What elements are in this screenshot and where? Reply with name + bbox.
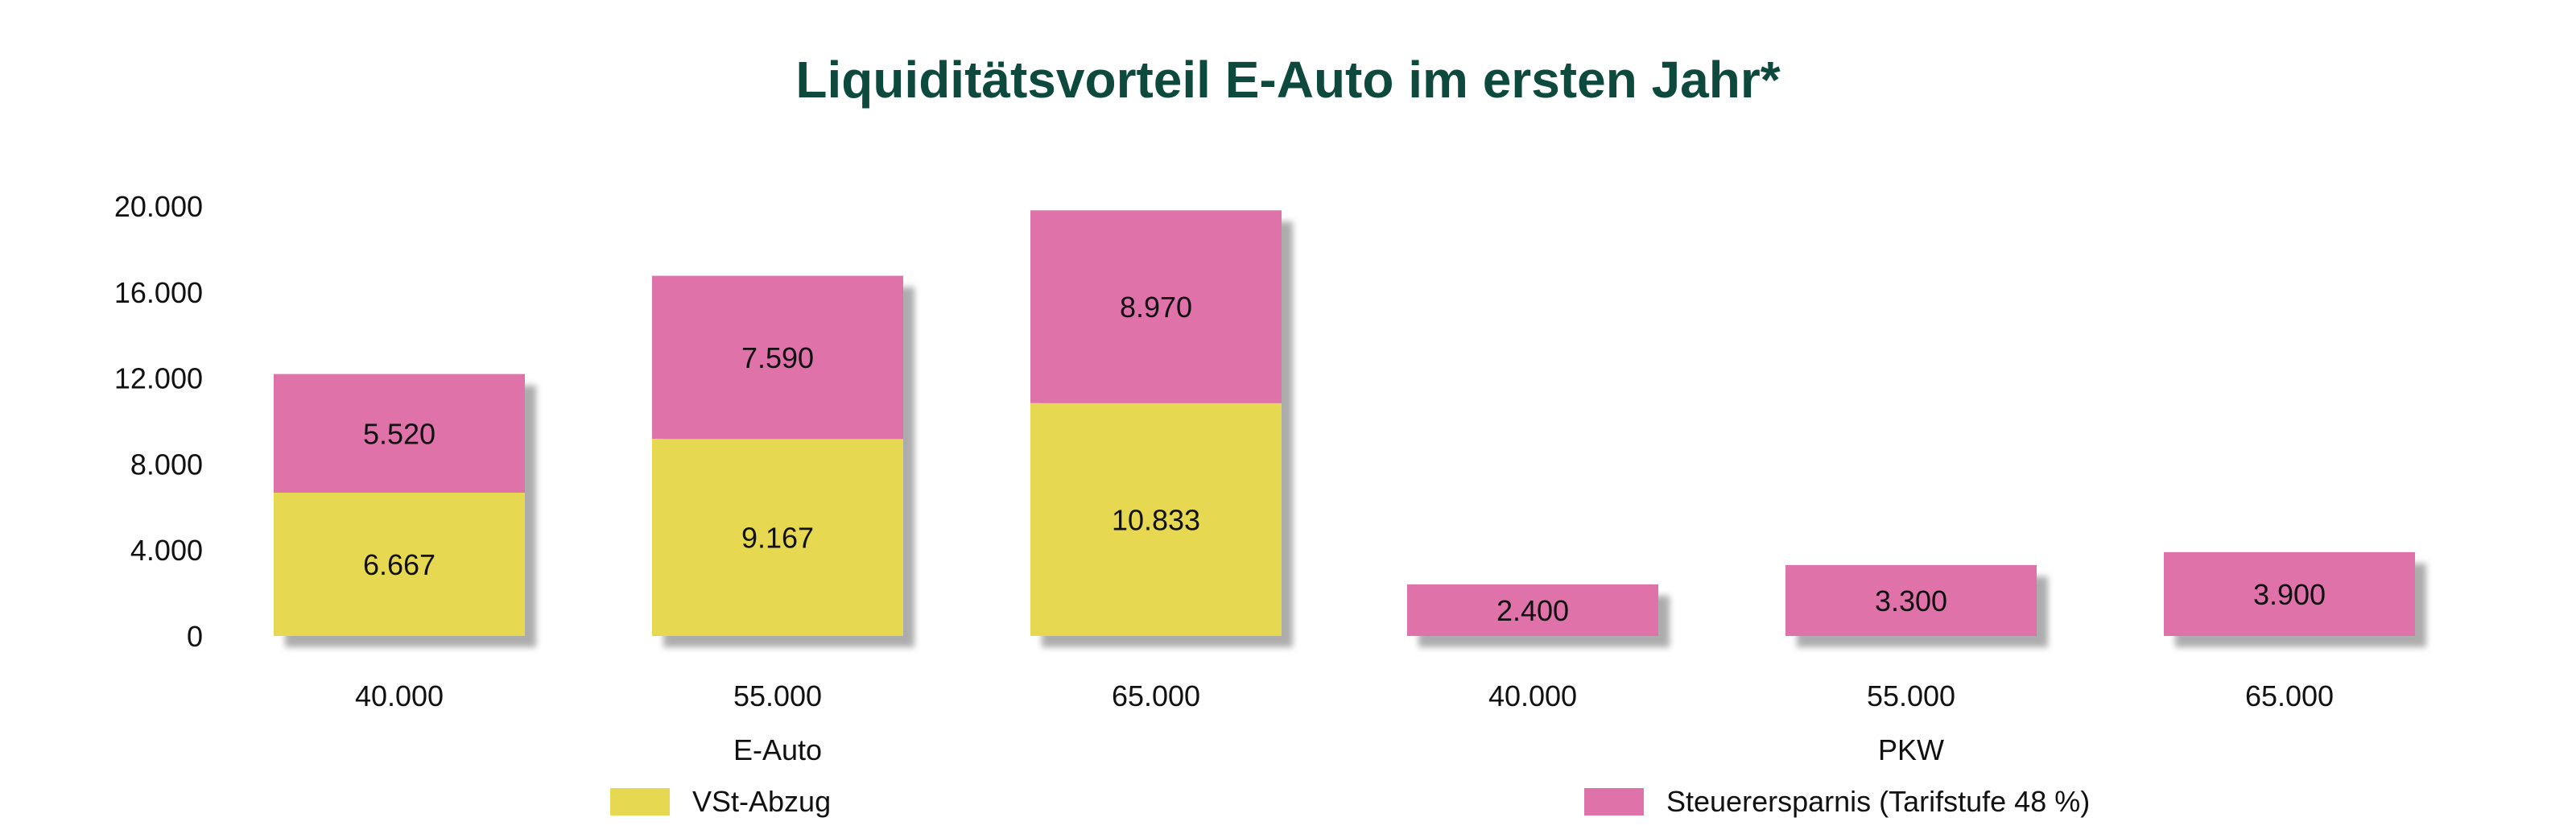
group-label: E-Auto [733,733,822,766]
data-label: 7.590 [741,341,814,374]
bar-segment [1785,564,2037,636]
data-label: 3.900 [2253,578,2326,611]
legend-swatch-pink [1584,788,1644,815]
y-tick-label: 8.000 [130,448,203,481]
bar-segment [274,492,525,636]
bar-segment [1030,403,1282,636]
y-tick-label: 16.000 [114,276,203,309]
y-tick-label: 20.000 [114,190,203,223]
data-label: 10.833 [1112,503,1200,536]
data-label: 2.400 [1496,594,1569,627]
data-label: 9.167 [741,522,814,555]
legend-item-steuerersparnis: Steuerersparnis (Tarifstufe 48 %) [1584,785,2090,819]
legend-item-vst-abzug: VSt-Abzug [610,785,831,819]
chart-title: Liquiditätsvorteil E-Auto im ersten Jahr… [795,51,1781,109]
legend-label: Steuerersparnis (Tarifstufe 48 %) [1666,785,2091,818]
data-label: 6.667 [363,548,436,581]
legend-swatch-yellow [610,788,670,815]
bar-segment [1407,584,1658,636]
x-tick-label: 40.000 [1488,679,1577,712]
x-tick-label: 40.000 [355,679,444,712]
x-tick-label: 55.000 [1867,679,1955,712]
bar-segment [652,275,903,440]
legend-label: VSt-Abzug [692,785,832,818]
data-label: 8.970 [1120,291,1192,324]
y-tick-label: 12.000 [114,362,203,395]
bar-segment [274,374,525,493]
x-tick-label: 65.000 [1112,679,1200,712]
x-tick-label: 55.000 [733,679,822,712]
x-tick-label: 65.000 [2245,679,2334,712]
data-label: 3.300 [1875,584,1947,617]
y-tick-label: 4.000 [130,534,203,567]
bar-segment [2164,551,2415,636]
bar-segment [652,439,903,636]
y-tick-label: 0 [187,620,203,653]
data-label: 5.520 [363,417,436,450]
group-label: PKW [1878,733,1944,766]
bar-segment [1030,210,1282,403]
